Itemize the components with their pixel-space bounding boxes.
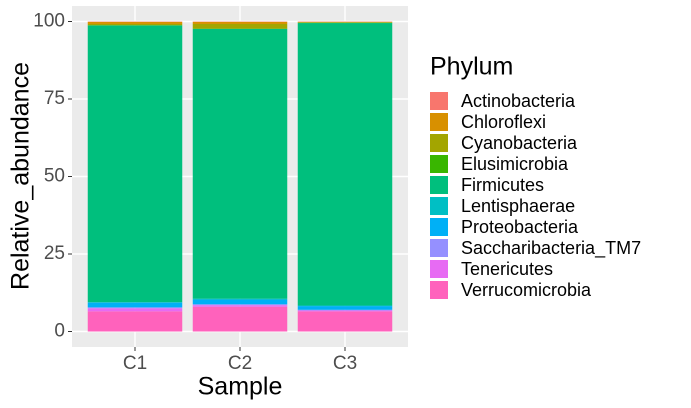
bar-segment (87, 23, 183, 26)
bar-segment (192, 21, 288, 24)
bar-segment (297, 305, 393, 307)
bar-segment (192, 305, 288, 307)
legend-label: Tenericutes (461, 259, 553, 279)
bar-segment (87, 302, 183, 308)
legend-label: Verrucomicrobia (461, 280, 592, 300)
legend-label: Firmicutes (461, 175, 544, 195)
x-axis-title: Sample (198, 373, 283, 401)
y-tick-label: 25 (44, 243, 65, 264)
legend-key (430, 176, 448, 194)
legend-key (430, 155, 448, 173)
legend-key (430, 239, 448, 257)
y-tick-label: 100 (33, 11, 65, 32)
x-tick-label: C1 (123, 353, 147, 374)
y-tick-label: 0 (54, 321, 65, 342)
bar-segment (297, 309, 393, 311)
bar-segment (297, 310, 393, 312)
legend-label: Cyanobacteria (461, 133, 578, 153)
bar-segment (297, 306, 393, 310)
bar-segment (297, 22, 393, 23)
legend-key (430, 134, 448, 152)
legend-label: Chloroflexi (461, 112, 546, 132)
x-tick-label: C3 (333, 353, 357, 374)
bar-segment (87, 307, 183, 309)
legend-label: Actinobacteria (461, 91, 576, 111)
legend-label: Proteobacteria (461, 217, 579, 237)
y-tick-label: 75 (44, 88, 65, 109)
legend-key (430, 260, 448, 278)
bar-segment (87, 302, 183, 303)
x-tick-label: C2 (228, 353, 252, 374)
legend-key (430, 92, 448, 110)
y-tick-label: 50 (44, 166, 65, 187)
bar-segment (87, 25, 183, 303)
bar-segment (297, 311, 393, 332)
legend-label: Saccharibacteria_TM7 (461, 238, 641, 259)
bar-segment (87, 311, 183, 332)
legend-label: Elusimicrobia (461, 154, 569, 174)
legend-key (430, 113, 448, 131)
bar-segment (192, 23, 288, 29)
legend-key (430, 281, 448, 299)
legend-key (430, 218, 448, 236)
legend-label: Lentisphaerae (461, 196, 575, 216)
bar-segment (87, 308, 183, 312)
bar-segment (87, 21, 183, 24)
bar-segment (192, 298, 288, 300)
legend-key (430, 197, 448, 215)
legend-title: Phylum (430, 53, 513, 81)
bar-segment (297, 23, 393, 306)
bar-segment (192, 28, 288, 299)
bar-segment (192, 299, 288, 305)
bar-segment (192, 304, 288, 306)
bar-segment (192, 306, 288, 332)
y-axis-title: Relative_abundance (7, 62, 35, 290)
